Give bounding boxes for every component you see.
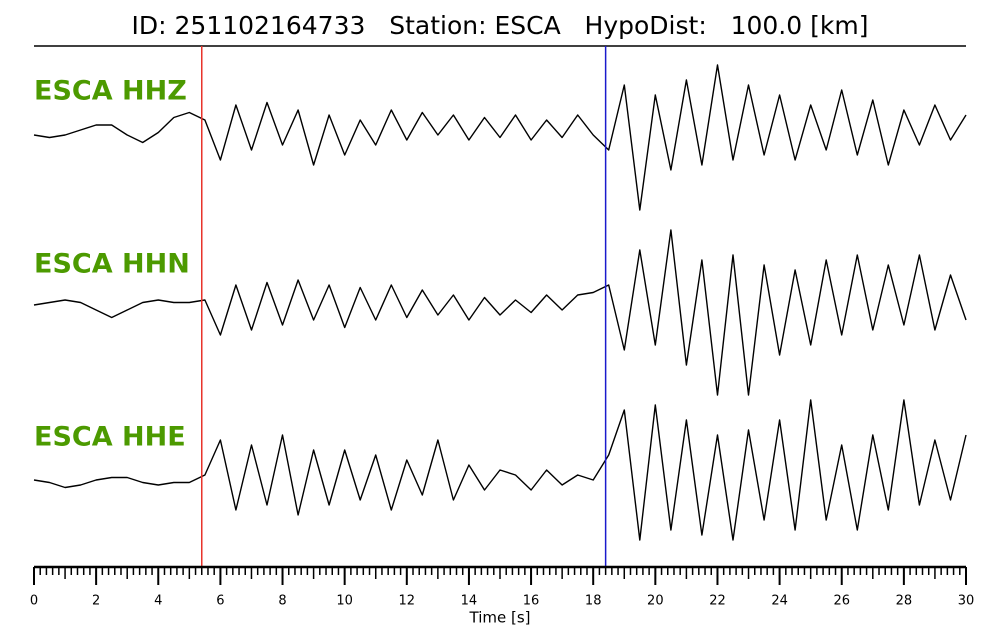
x-tick-label: 22 [709, 594, 726, 609]
x-tick-label: 6 [216, 594, 224, 609]
x-tick-label: 2 [92, 594, 100, 609]
chart-title: ID: 251102164733 Station: ESCA HypoDist:… [132, 11, 869, 40]
x-tick-label: 12 [399, 594, 416, 609]
trace-label: ESCA HHN [34, 249, 190, 280]
x-tick-label: 0 [30, 594, 38, 609]
x-tick-label: 28 [896, 594, 913, 609]
x-tick-label: 16 [523, 594, 540, 609]
waveform [33, 399, 967, 541]
waveform [33, 64, 967, 211]
x-tick-label: 10 [336, 594, 353, 609]
x-tick-label: 30 [958, 594, 975, 609]
x-tick-label: 20 [647, 594, 664, 609]
x-axis-label: Time [s] [469, 609, 531, 627]
x-tick-label: 4 [154, 594, 162, 609]
x-tick-label: 14 [461, 594, 478, 609]
x-tick-label: 18 [585, 594, 602, 609]
waveform [33, 229, 967, 396]
x-tick-label: 8 [278, 594, 286, 609]
x-tick-label: 24 [771, 594, 788, 609]
trace-label: ESCA HHE [34, 422, 186, 453]
trace-label: ESCA HHZ [34, 76, 187, 107]
x-tick-label: 26 [833, 594, 850, 609]
